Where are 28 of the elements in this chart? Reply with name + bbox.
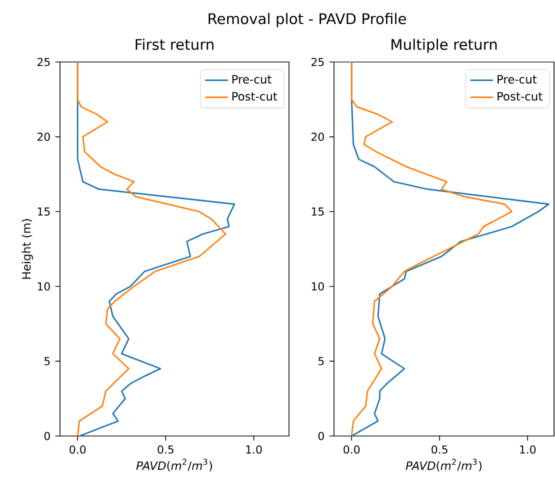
x-tick-label: 0.5: [432, 445, 448, 454]
chart-subtitle: Multiple return: [392, 38, 497, 53]
y-tick-label: 20: [38, 132, 50, 141]
x-tick-label: 0.0: [70, 445, 86, 454]
x-tick-label: 1.0: [246, 445, 262, 454]
chart-subtitle: First return: [136, 38, 214, 50]
y-tick-label: 5: [318, 357, 324, 366]
x-axis-title: PAVD(m$^{2}$/m$^{3}$): [406, 458, 482, 472]
x-tick-label: 0.5: [158, 445, 174, 454]
y-tick-label: 0: [318, 432, 324, 440]
x-tick-label: 0.0: [344, 445, 360, 454]
y-tick-label: 25: [312, 58, 324, 66]
chart-title: Removal plot - PAVD Profile: [208, 12, 406, 28]
legend-label: Pre-cut: [498, 75, 537, 84]
legend-label: Post-cut: [498, 92, 542, 101]
y-tick-label: 10: [312, 282, 324, 291]
y-tick-label: 10: [38, 282, 50, 291]
legend-label: Pre-cut: [232, 75, 272, 84]
y-tick-label: 5: [44, 357, 50, 366]
y-tick-label: 0: [44, 432, 50, 440]
y-tick-label: 25: [38, 58, 50, 66]
legend-label: Post-cut: [232, 92, 278, 101]
x-axis-title: PAVD(m$^{2}$/m$^{3}$): [136, 458, 212, 472]
y-tick-label: 15: [38, 208, 50, 216]
y-axis-title: Height (m): [22, 219, 33, 279]
x-tick-label: 1.0: [520, 445, 536, 454]
y-tick-label: 20: [312, 132, 324, 141]
y-tick-label: 15: [312, 208, 324, 216]
